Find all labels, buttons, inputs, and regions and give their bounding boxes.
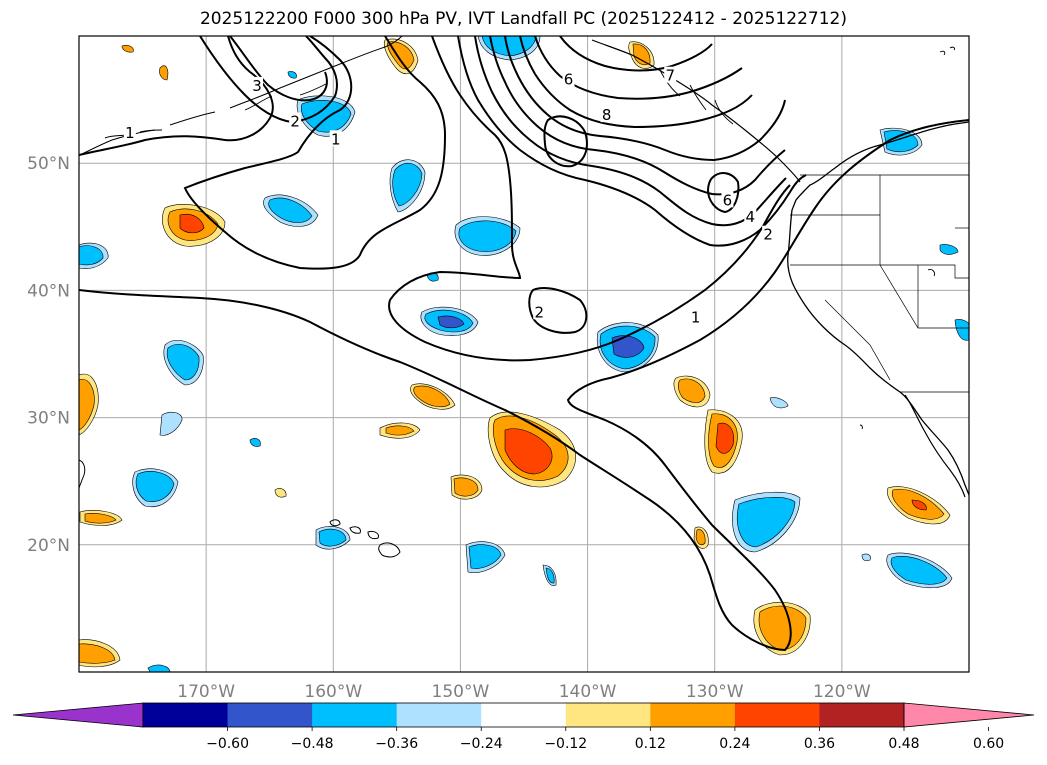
pv-contour-label: 6 (564, 71, 574, 89)
lat-tick-label: 30°N (27, 409, 70, 429)
pv-contour-label: 6 (723, 191, 733, 209)
lat-tick-label: 50°N (27, 154, 70, 174)
colorbar-segment (819, 703, 905, 727)
colorbar-tick-label: −0.60 (206, 736, 249, 752)
colorbar-segment (734, 703, 820, 727)
contour-label-bg (762, 225, 775, 242)
pv-contour-label: 4 (746, 208, 756, 226)
contour-label-bg (289, 112, 302, 129)
colorbar-tick-label: 0.48 (888, 736, 919, 752)
lon-tick-label: 130°W (686, 682, 744, 702)
colorbar-tick-label: −0.48 (291, 736, 334, 752)
map-title: 2025122200 F000 300 hPa PV, IVT Landfall… (199, 9, 847, 29)
pv-contour-label: 8 (602, 106, 612, 124)
ivt-anomaly-shading (79, 36, 969, 672)
lon-tick-label: 150°W (432, 682, 490, 702)
political-borders (790, 174, 969, 393)
lon-tick-label: 170°W (177, 682, 235, 702)
negative-anomaly-region (79, 36, 969, 672)
lon-tick-label: 160°W (304, 682, 362, 702)
colorbar-extend-low (12, 702, 144, 728)
graticule (79, 36, 969, 672)
contour-label-bg (600, 106, 613, 123)
pv-contour-label: 1 (331, 130, 341, 148)
contour-label-bg (251, 76, 263, 93)
contour-label-bg (329, 130, 342, 147)
colorbar-segment (396, 703, 482, 727)
contour-label-bg (744, 207, 757, 224)
coastlines (79, 36, 969, 558)
contour-label-bg (664, 66, 677, 83)
longitude-tick-labels: 170°W 160°W 150°W 140°W 130°W 120°W (177, 682, 871, 702)
pv-contour-label: 2 (534, 303, 544, 321)
lat-tick-label: 20°N (27, 536, 70, 556)
colorbar-segment (312, 703, 398, 727)
colorbar-tick-label: 0.12 (635, 736, 666, 752)
pv-contour-label: 2 (763, 226, 773, 244)
colorbar: −0.60 −0.48 −0.36 −0.24 −0.12 0.12 0.24 0.36 0.4… (12, 702, 1035, 752)
contour-label-bg (533, 303, 546, 320)
positive-anomaly-region (79, 38, 951, 668)
colorbar-tick-label: 0.24 (719, 736, 750, 752)
colorbar-segment (650, 703, 736, 727)
pv-contour-label: 1 (691, 308, 701, 326)
latitude-tick-labels: 50°N 40°N 30°N 20°N (27, 154, 70, 556)
contour-label-bg (562, 70, 575, 87)
contour-label-bg (689, 308, 702, 325)
lon-tick-label: 120°W (813, 682, 871, 702)
colorbar-segment (565, 703, 651, 727)
pv-contour-label: 1 (125, 124, 135, 142)
lat-tick-label: 40°N (27, 281, 70, 301)
pv-contour-label: 3 (252, 77, 262, 95)
map-frame (78, 35, 970, 673)
colorbar-segment (143, 703, 229, 727)
colorbar-tick-label: 0.60 (973, 736, 1004, 752)
pv-contours (79, 36, 969, 652)
colorbar-extend-high (903, 702, 1035, 728)
colorbar-segment (481, 703, 567, 727)
colorbar-tick-label: −0.24 (460, 736, 503, 752)
contour-label-bg (721, 191, 734, 208)
pv-contour-label: 2 (290, 112, 300, 130)
contour-label-bg (123, 123, 136, 140)
colorbar-tick-label: 0.36 (804, 736, 835, 752)
pv-contour-label: 7 (665, 67, 675, 85)
colorbar-outline (142, 702, 905, 728)
colorbar-tick-label: −0.12 (544, 736, 587, 752)
colorbar-tick-label: −0.36 (375, 736, 418, 752)
lon-tick-label: 140°W (559, 682, 617, 702)
colorbar-segment (227, 703, 313, 727)
